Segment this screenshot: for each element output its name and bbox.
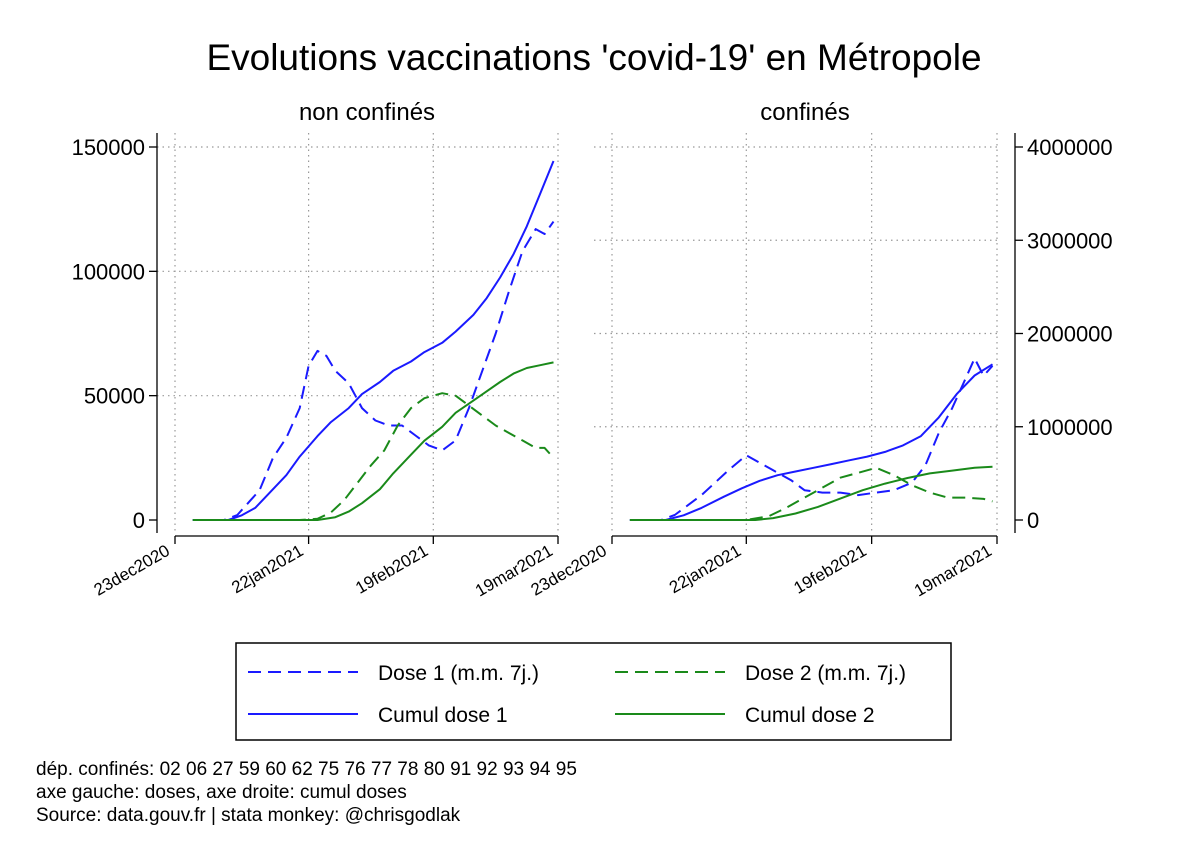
legend-label: Cumul dose 2: [745, 704, 875, 727]
legend-label: Dose 2 (m.m. 7j.): [745, 662, 906, 685]
note-axes: axe gauche: doses, axe droite: cumul dos…: [36, 782, 407, 803]
y-tick-label-right: 4000000: [1027, 135, 1113, 160]
y-tick-label-right: 0: [1027, 508, 1039, 533]
x-tick-label: 19mar2021: [911, 541, 995, 600]
y-tick-label-right: 2000000: [1027, 322, 1113, 347]
x-tick-label: 22jan2021: [228, 541, 306, 597]
y-tick-label-right: 1000000: [1027, 415, 1113, 440]
note-confined-departments: dép. confinés: 02 06 27 59 60 62 75 76 7…: [36, 759, 577, 780]
legend: Dose 1 (m.m. 7j.) Dose 2 (m.m. 7j.) Cumul …: [235, 642, 952, 741]
y-tick-label-left: 150000: [72, 135, 145, 160]
panel-title: confinés: [760, 99, 849, 126]
series-dose-1-m-m-7j: [629, 357, 994, 521]
y-tick-label-left: 0: [133, 508, 145, 533]
series-dose-2-m-m-7j: [629, 466, 993, 521]
panel-non-confines: non confinés 0 50000 100000 150000 23dec2020 2…: [72, 99, 559, 600]
series-cumul-dose-2: [629, 465, 993, 521]
chart-title: Evolutions vaccinations 'covid-19' en Mé…: [206, 37, 981, 78]
panel-title: non confinés: [299, 99, 435, 126]
note-source: Source: data.gouv.fr | stata monkey: @ch…: [36, 805, 461, 826]
x-tick-label: 22jan2021: [666, 541, 744, 597]
series-cumul-dose-1: [629, 363, 994, 521]
x-tick-label: 23dec2020: [91, 541, 173, 600]
x-tick-label: 19feb2021: [791, 541, 870, 598]
legend-label: Cumul dose 1: [378, 704, 508, 727]
footnotes: dép. confinés: 02 06 27 59 60 62 75 76 7…: [36, 758, 577, 827]
y-tick-label-left: 100000: [72, 259, 145, 284]
series-cumul-dose-2: [192, 361, 554, 521]
series-dose-2-m-m-7j: [192, 392, 555, 521]
legend-box: [235, 642, 952, 741]
y-tick-label-right: 3000000: [1027, 228, 1113, 253]
y-tick-label-left: 50000: [84, 384, 145, 409]
panels: non confinés 0 50000 100000 150000 23dec2020 2…: [72, 99, 1113, 600]
series-cumul-dose-1: [192, 160, 555, 521]
legend-label: Dose 1 (m.m. 7j.): [378, 662, 539, 685]
x-tick-label: 19feb2021: [352, 541, 431, 598]
panel-confines: confinés0100000020000003000000400000023d…: [528, 99, 1113, 600]
series-dose-1-m-m-7j: [192, 221, 555, 521]
